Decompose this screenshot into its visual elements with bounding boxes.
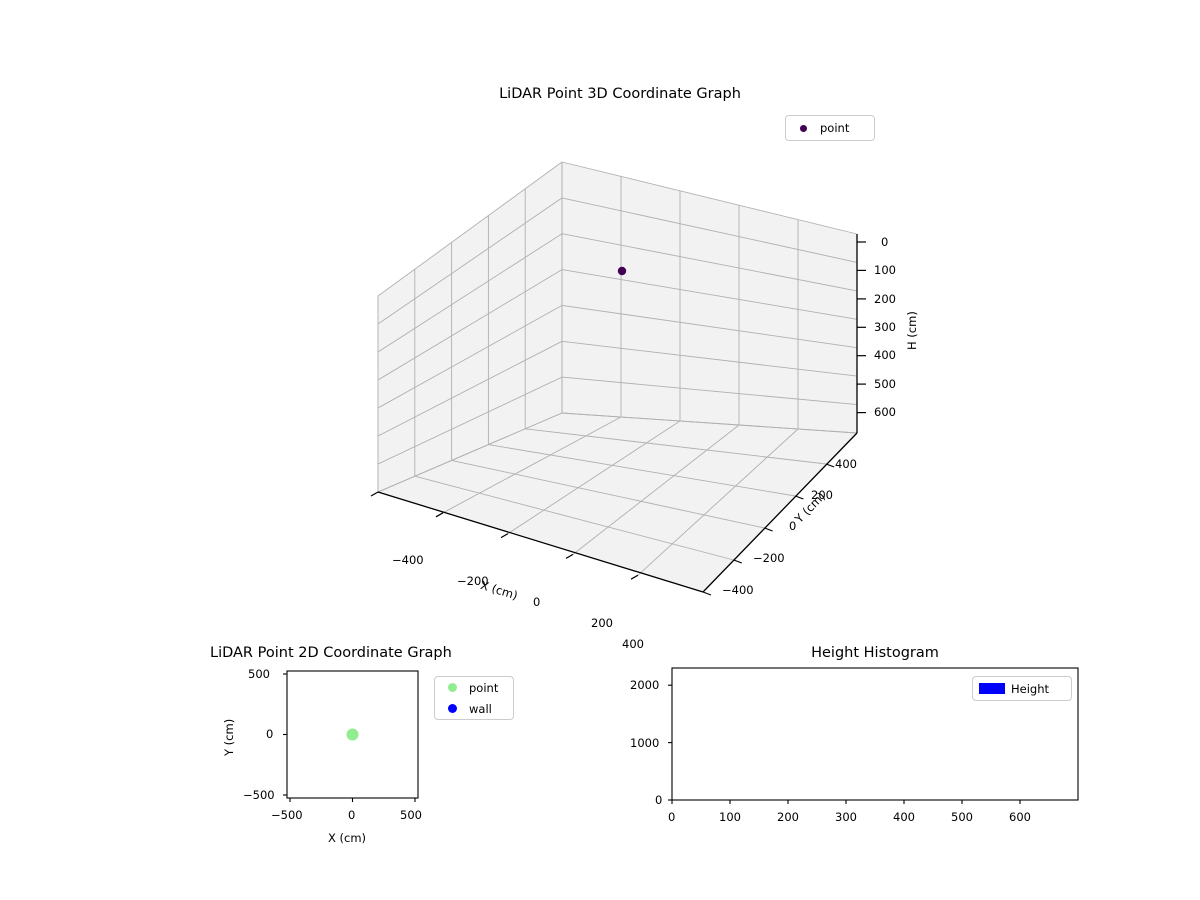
legend-entry-wall-2d[interactable]: wall	[435, 698, 513, 719]
legend-entry-point-2d[interactable]: point	[435, 677, 513, 698]
legend-label-wall-2d: wall	[469, 701, 492, 716]
tick-label-x-histogram: 0	[668, 810, 676, 824]
tick-label-x-histogram: 500	[951, 810, 973, 824]
axis-ticks-x-histogram	[671, 800, 1021, 804]
legend-entry-height[interactable]: Height	[973, 677, 1071, 700]
tick-label-x-3d: 0	[533, 595, 541, 609]
tick-label-z-3d: 100	[874, 263, 896, 277]
tick-label-z-3d: 200	[874, 292, 896, 306]
title-3d-plot: LiDAR Point 3D Coordinate Graph	[499, 86, 741, 102]
legend-marker-point-icon	[786, 124, 820, 132]
legend-label-point-3d: point	[820, 121, 850, 135]
axis-ticks-y-3d	[702, 463, 835, 596]
axis-ticks-y-histogram	[668, 684, 672, 801]
axis-ticks-x-3d	[370, 491, 639, 580]
tick-label-y-histogram: 0	[655, 793, 663, 807]
tick-label-y-2d: −500	[243, 788, 275, 802]
pane-floor-3d	[378, 413, 857, 592]
legend-2d-plot[interactable]: point wall	[434, 676, 514, 720]
legend-entry-point-3d[interactable]: point	[786, 116, 874, 140]
legend-histogram[interactable]: Height	[972, 676, 1072, 701]
tick-label-x-histogram: 200	[777, 810, 799, 824]
tick-label-x-histogram: 300	[835, 810, 857, 824]
tick-label-x-histogram: 100	[719, 810, 741, 824]
tick-label-y-2d: 0	[266, 727, 274, 741]
tick-label-x-3d: −400	[392, 553, 424, 567]
axis-label-x-2d: X (cm)	[328, 831, 367, 845]
data-point-2d	[346, 728, 359, 741]
tick-label-x-2d: −500	[271, 808, 303, 822]
legend-3d-plot[interactable]: point	[785, 115, 875, 141]
data-point-3d	[617, 266, 627, 276]
legend-label-point-2d: point	[469, 680, 499, 695]
tick-label-y-histogram: 2000	[630, 678, 660, 692]
axis-label-z-3d: H (cm)	[905, 311, 919, 350]
tick-label-z-3d: 500	[874, 377, 896, 391]
title-histogram: Height Histogram	[811, 645, 939, 661]
tick-label-y-3d: −200	[753, 551, 785, 565]
tick-label-z-3d: 0	[881, 235, 889, 249]
tick-label-x-3d: −200	[457, 574, 489, 588]
tick-label-y-3d: −400	[722, 583, 754, 597]
pane-left-3d	[378, 162, 562, 492]
legend-marker-wall-icon	[435, 704, 469, 713]
axis-label-y-2d: Y (cm)	[222, 718, 236, 756]
tick-label-x-3d: 400	[622, 637, 644, 651]
tick-label-y-histogram: 1000	[630, 736, 660, 750]
tick-label-z-3d: 400	[874, 348, 896, 362]
tick-label-y-3d: 200	[811, 488, 833, 502]
axes-2d	[283, 670, 419, 802]
tick-label-y-3d: 0	[789, 519, 797, 533]
axes-3d	[370, 161, 866, 596]
tick-label-x-2d: 500	[400, 808, 422, 822]
legend-label-height: Height	[1011, 681, 1050, 696]
axis-spines-3d	[377, 234, 858, 593]
tick-label-z-3d: 600	[874, 405, 896, 419]
title-2d-plot: LiDAR Point 2D Coordinate Graph	[210, 645, 452, 661]
axis-ticks-y-2d	[283, 673, 287, 796]
tick-label-x-2d: 0	[348, 808, 356, 822]
axis-ticks-z-3d	[857, 241, 866, 414]
pane-back-3d	[562, 162, 857, 433]
tick-label-y-3d: 400	[835, 457, 857, 471]
axis-ticks-x-2d	[289, 798, 416, 802]
grid-back-wall-3d	[561, 161, 858, 434]
tick-label-z-3d: 300	[874, 320, 896, 334]
tick-label-x-3d: 200	[591, 616, 613, 630]
legend-patch-height-icon	[973, 683, 1011, 694]
tick-label-x-histogram: 600	[1009, 810, 1031, 824]
legend-marker-point-icon	[435, 683, 469, 692]
tick-label-y-2d: 500	[248, 667, 270, 681]
tick-label-x-histogram: 400	[893, 810, 915, 824]
